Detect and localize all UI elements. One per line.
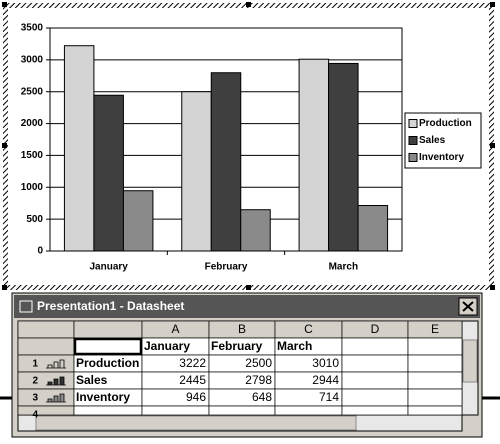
- window-icon: [19, 300, 33, 313]
- row-header: 2: [32, 376, 38, 387]
- bar: [328, 62, 359, 252]
- value-cell: 2445: [179, 373, 206, 387]
- value-cell: 946: [186, 390, 206, 404]
- v-scroll-thumb[interactable]: [462, 339, 478, 383]
- series-cell: Inventory: [76, 390, 130, 404]
- window-title: Presentation1 - Datasheet: [37, 299, 184, 313]
- value-cell: 3010: [312, 356, 339, 370]
- series-cell: Production: [76, 356, 139, 370]
- value-cell: 2944: [312, 373, 339, 387]
- cell[interactable]: [73, 337, 143, 356]
- active-cell[interactable]: [73, 337, 143, 356]
- legend-swatch: [408, 153, 418, 162]
- close-button[interactable]: [458, 297, 478, 316]
- category-cell: February: [211, 339, 263, 353]
- cell[interactable]: [208, 405, 276, 416]
- y-tick-label: 500: [26, 214, 43, 225]
- y-tick-label: 3500: [21, 23, 44, 34]
- cell[interactable]: [341, 388, 409, 407]
- x-tick-label: January: [89, 262, 128, 273]
- x-tick-label: March: [329, 262, 358, 273]
- x-tick-label: February: [205, 262, 248, 273]
- header-cell: [17, 388, 75, 407]
- header-cell: [17, 320, 75, 339]
- bar: [181, 91, 212, 252]
- cell[interactable]: [141, 405, 210, 416]
- value-cell: 648: [252, 390, 272, 404]
- legend-swatch: [408, 136, 418, 145]
- y-tick-label: 2000: [21, 118, 44, 129]
- legend-box: [404, 112, 482, 169]
- bar: [210, 72, 242, 252]
- value-cell: 714: [319, 390, 339, 404]
- bar: [357, 205, 389, 252]
- column-header: A: [171, 322, 179, 336]
- y-tick-label: 0: [37, 246, 43, 257]
- cell[interactable]: [407, 388, 463, 407]
- row-icon: [46, 376, 66, 386]
- header-cell: [17, 371, 75, 390]
- row-header: 3: [32, 393, 38, 404]
- column-header: C: [304, 322, 313, 336]
- row-icon: [46, 359, 66, 369]
- category-cell: March: [277, 339, 312, 353]
- category-cell: January: [144, 339, 190, 353]
- column-header: D: [371, 322, 380, 336]
- h-scroll-thumb[interactable]: [35, 415, 357, 431]
- y-tick-label: 3000: [21, 54, 44, 65]
- cell[interactable]: [407, 354, 463, 373]
- value-cell: 2500: [245, 356, 272, 370]
- legend-label: Inventory: [419, 152, 464, 163]
- cell[interactable]: [407, 337, 463, 356]
- cell[interactable]: [341, 354, 409, 373]
- cell[interactable]: [341, 337, 409, 356]
- cell[interactable]: [407, 405, 463, 416]
- header-cell: [17, 354, 75, 373]
- bar: [298, 58, 330, 252]
- series-cell: Sales: [76, 373, 108, 387]
- cell[interactable]: [407, 371, 463, 390]
- legend-label: Production: [419, 118, 472, 129]
- y-tick-label: 1000: [21, 182, 44, 193]
- column-header: B: [238, 322, 246, 336]
- y-tick-label: 1500: [21, 150, 44, 161]
- title-bar: [14, 295, 480, 318]
- cell[interactable]: [274, 405, 343, 416]
- bar: [63, 45, 95, 252]
- value-cell: 2798: [245, 373, 272, 387]
- row-icon: [46, 393, 66, 403]
- legend-swatch: [408, 119, 418, 128]
- legend-label: Sales: [419, 135, 446, 146]
- cell[interactable]: [341, 405, 409, 416]
- column-header: E: [431, 322, 439, 336]
- cell[interactable]: [341, 371, 409, 390]
- bar: [93, 94, 124, 252]
- cell[interactable]: [73, 405, 143, 416]
- row-header: 4: [32, 410, 38, 421]
- bar: [122, 190, 154, 252]
- header-cell: [17, 337, 75, 356]
- header-cell: [73, 320, 143, 339]
- header-cell: [17, 405, 75, 416]
- row-header: 1: [32, 359, 38, 370]
- value-cell: 3222: [179, 356, 206, 370]
- y-tick-label: 2500: [21, 86, 44, 97]
- handles: [2, 2, 495, 290]
- bar: [240, 209, 271, 252]
